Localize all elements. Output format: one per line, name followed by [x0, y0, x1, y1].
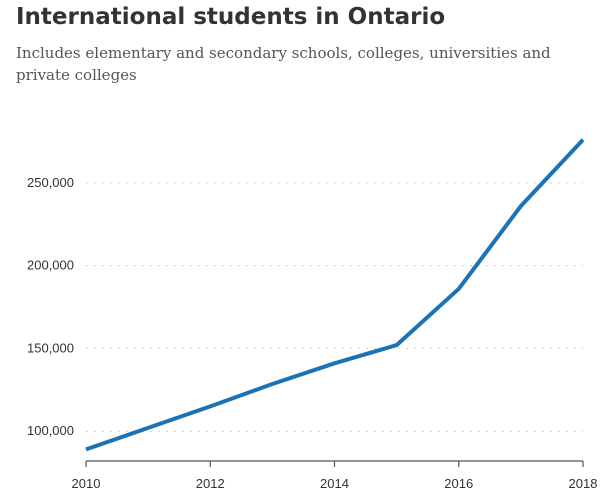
data-point	[457, 287, 461, 291]
y-axis-labels: 100,000 150,000 200,000 250,000	[27, 175, 74, 438]
data-point	[84, 447, 88, 451]
y-tick-label: 200,000	[27, 258, 74, 273]
x-tick-label: 2012	[196, 476, 225, 491]
data-point	[581, 138, 585, 142]
data-point	[270, 382, 274, 386]
y-tick-label: 100,000	[27, 423, 74, 438]
x-tick-label: 2014	[320, 476, 349, 491]
chart-subtitle: Includes elementary and secondary school…	[16, 44, 551, 84]
data-point	[395, 343, 399, 347]
gridlines	[86, 182, 583, 432]
y-tick-label: 250,000	[27, 175, 74, 190]
series-line	[85, 138, 585, 452]
data-point	[208, 404, 212, 408]
x-tick-label: 2016	[444, 476, 473, 491]
x-tick-label: 2018	[569, 476, 598, 491]
y-tick-label: 150,000	[27, 340, 74, 355]
data-point	[519, 204, 523, 208]
data-point	[146, 426, 150, 430]
data-point	[333, 361, 337, 365]
series-layer	[84, 138, 585, 452]
chart-title: International students in Ontario	[16, 4, 446, 30]
x-tick-label: 2010	[72, 476, 101, 491]
x-axis-labels: 2010 2012 2014 2016 2018	[72, 461, 598, 491]
